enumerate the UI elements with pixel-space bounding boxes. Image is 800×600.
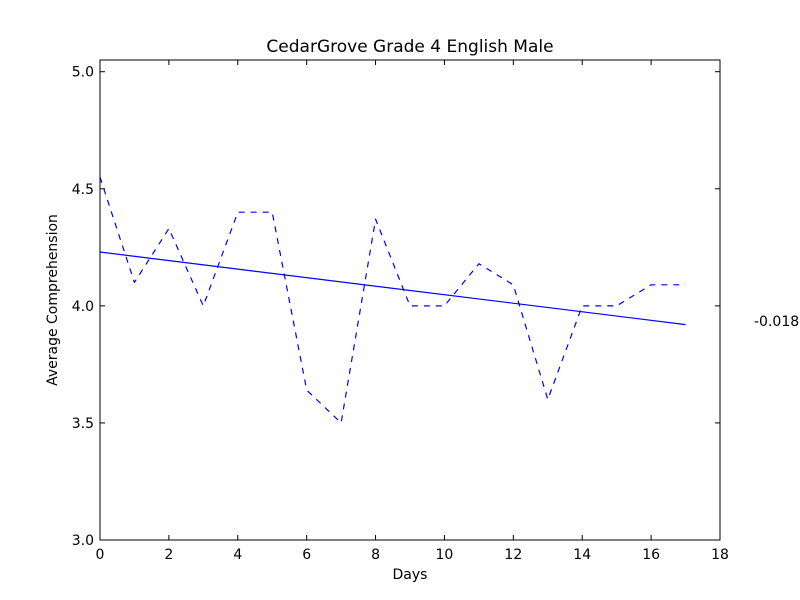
- x-tick-label: 18: [711, 547, 729, 563]
- trend-line: [99, 251, 686, 326]
- x-tick-label: 2: [164, 547, 173, 563]
- y-tick-label: 3.0: [72, 533, 94, 549]
- y-tick-label: 3.5: [72, 416, 94, 432]
- axis-ticks: 0 2 4 6 8 10 12 14 16 18 3.0 3.5 4.0 4.5 5.0: [72, 60, 729, 563]
- x-tick-label: 0: [96, 547, 105, 563]
- x-tick-label: 12: [504, 547, 522, 563]
- x-tick-label: 10: [436, 547, 454, 563]
- x-tick-label: 14: [573, 547, 591, 563]
- y-axis-label: Average Comprehension: [45, 214, 61, 386]
- slope-annotation: -0.018: [754, 314, 799, 330]
- x-tick-label: 4: [233, 547, 242, 563]
- x-tick-label: 16: [642, 547, 660, 563]
- x-tick-label: 6: [302, 547, 311, 563]
- series-group: [99, 176, 686, 424]
- plot-frame: [99, 59, 721, 541]
- chart-title: CedarGrove Grade 4 English Male: [266, 37, 553, 57]
- y-tick-label: 4.0: [72, 299, 94, 315]
- x-axis-label: Days: [393, 567, 428, 583]
- y-tick-label: 5.0: [72, 65, 94, 81]
- x-tick-label: 8: [371, 547, 380, 563]
- plot-area: [100, 60, 720, 540]
- daily-average-line: [99, 176, 686, 424]
- y-tick-label: 4.5: [72, 182, 94, 198]
